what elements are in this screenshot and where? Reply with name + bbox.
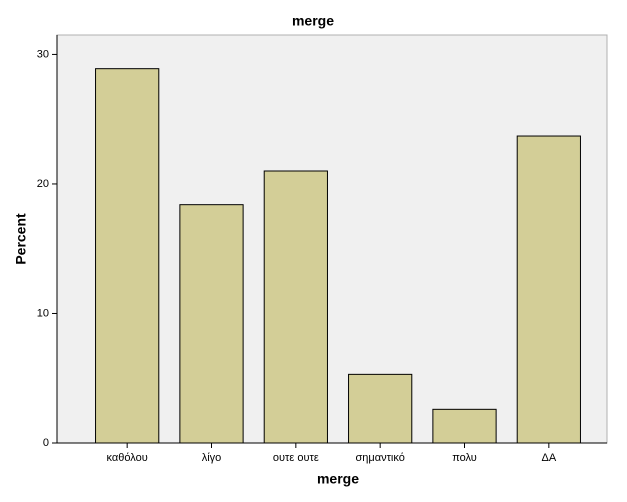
x-tick-label: καθόλου (107, 452, 148, 464)
y-tick-label: 0 (43, 437, 49, 449)
x-axis-label: merge (317, 471, 359, 487)
x-tick-label: πολυ (452, 452, 477, 464)
bar (95, 68, 160, 444)
y-tick-label: 30 (37, 48, 49, 60)
x-tick-label: λίγο (202, 452, 222, 464)
y-tick-label: 20 (37, 178, 49, 190)
bar (348, 373, 413, 444)
bar (179, 204, 244, 444)
bar (432, 408, 497, 444)
x-tick-label: σημαντικό (355, 452, 404, 464)
y-tick-label: 10 (37, 307, 49, 319)
chart-title: merge (292, 13, 334, 29)
x-tick-label: ουτε ουτε (273, 452, 319, 464)
x-tick-label: ΔΑ (541, 452, 556, 464)
bar (263, 170, 328, 444)
y-axis-label: Percent (13, 213, 29, 265)
bar (516, 135, 581, 444)
